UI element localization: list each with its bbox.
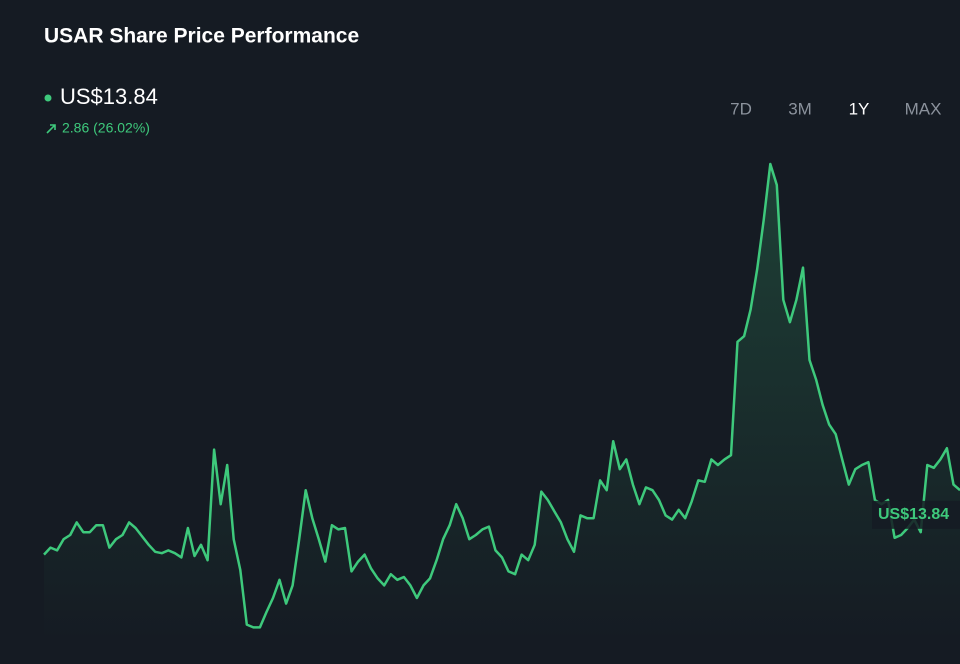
price-line <box>43 162 960 629</box>
price-area <box>44 164 960 640</box>
end-label-bg <box>872 500 960 529</box>
current-price: US$13.84 <box>60 84 158 109</box>
end-price-label: US$13.84 <box>878 506 949 523</box>
price-change: 2.86 (26.02%) <box>62 120 150 136</box>
range-button[interactable]: 7D <box>730 99 752 118</box>
range-button[interactable]: 1Y <box>849 99 870 118</box>
range-button[interactable]: MAX <box>905 99 942 118</box>
range-button[interactable]: 3M <box>788 99 812 118</box>
price-dot <box>44 94 52 102</box>
chart-title: USAR Share Price Performance <box>44 25 359 48</box>
up-arrow <box>46 124 56 134</box>
